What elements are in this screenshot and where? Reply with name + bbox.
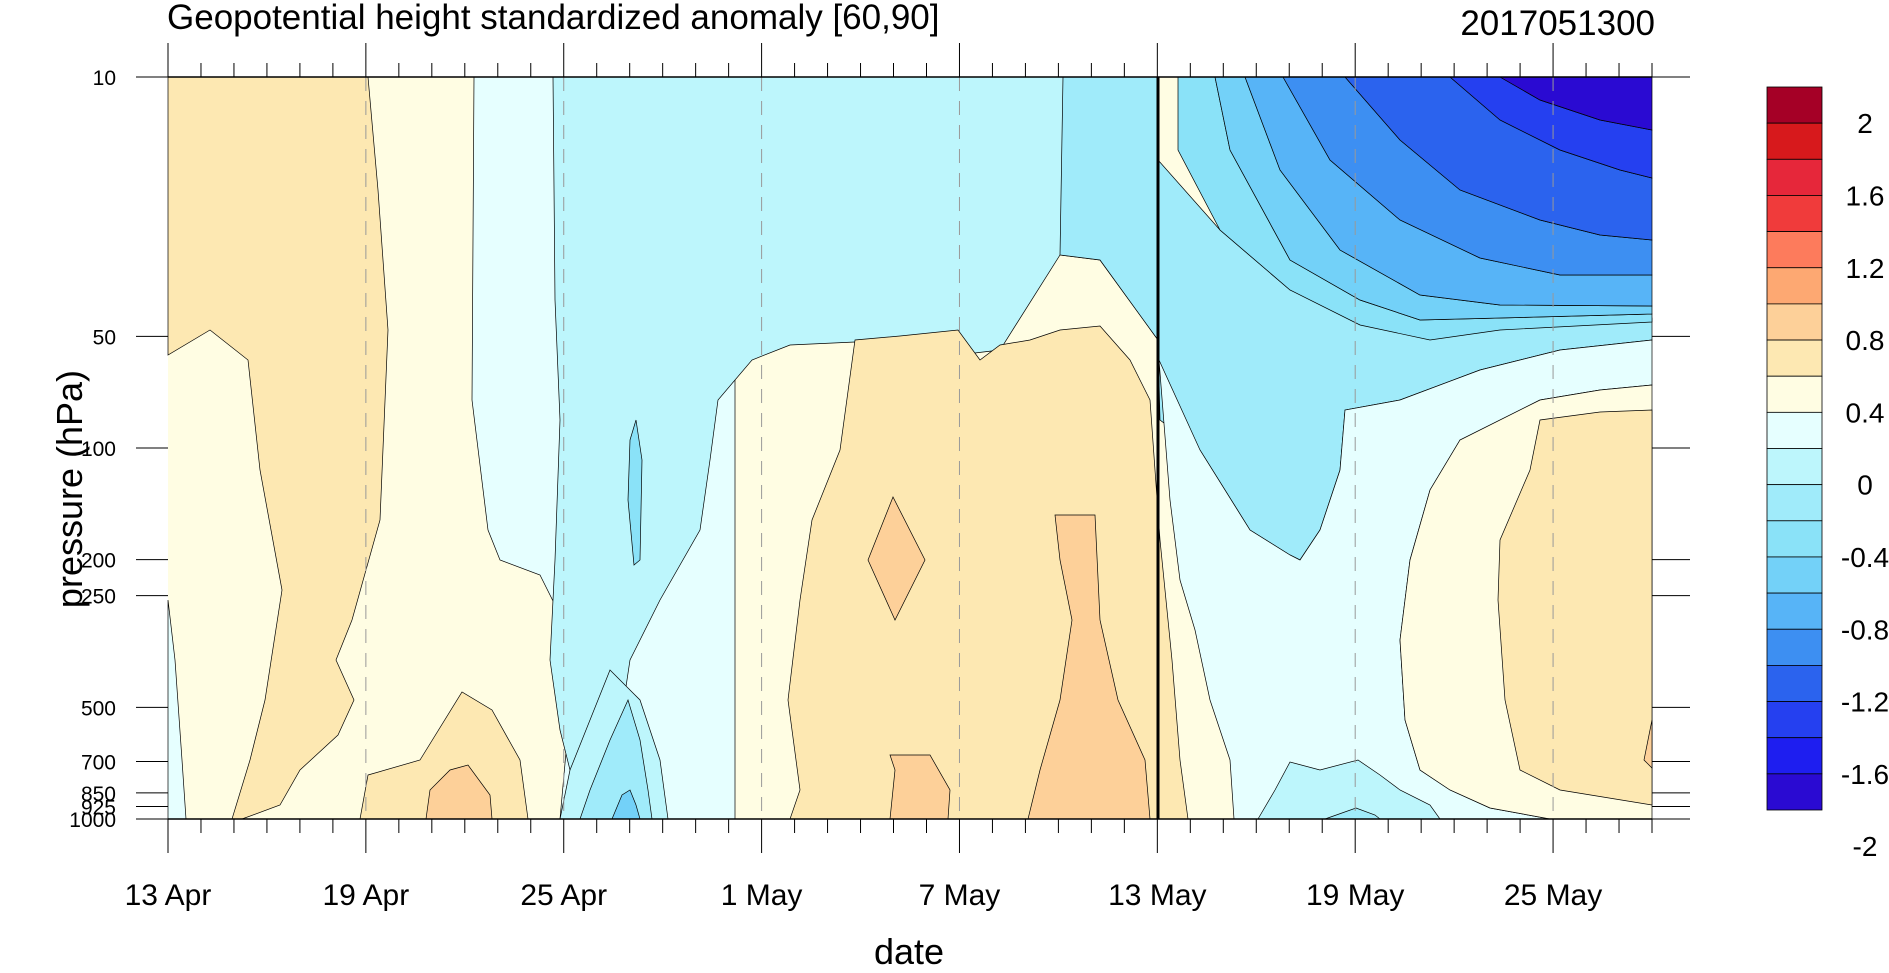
fill-neg-0.8-thin xyxy=(627,419,643,566)
x-tick-label: 19 Apr xyxy=(322,879,409,912)
colorbar-swatch xyxy=(1766,195,1823,232)
chart-subtitle: 2017051300 xyxy=(1460,4,1655,43)
fill-pos-0.4-left xyxy=(167,76,389,820)
colorbar-swatch xyxy=(1766,339,1823,377)
y-tick-label: 250 xyxy=(81,586,116,609)
colorbar-swatch xyxy=(1766,520,1823,558)
colorbar-label: 1.2 xyxy=(1846,253,1885,284)
colorbar-label: 0 xyxy=(1857,470,1873,501)
y-tick-label: 700 xyxy=(81,752,116,775)
colorbar-swatch xyxy=(1766,592,1823,630)
fill-pos-0.8-right-edge xyxy=(1643,719,1653,769)
colorbar-swatch xyxy=(1766,556,1823,594)
fill-pos-0.8-diamond xyxy=(867,496,926,621)
y-tick-label: 50 xyxy=(93,326,116,349)
colorbar-label: 1.6 xyxy=(1846,180,1885,211)
x-axis-label: date xyxy=(874,931,945,972)
colorbar-label: -1.6 xyxy=(1841,759,1889,790)
colorbar-swatch xyxy=(1766,701,1823,739)
colorbar-swatch xyxy=(1766,375,1823,413)
x-ticks: 13 Apr 19 Apr 25 Apr 1 May 7 May 13 May 19 May… xyxy=(125,43,1653,912)
colorbar-swatch xyxy=(1766,231,1823,269)
x-tick-label: 25 Apr xyxy=(520,879,607,912)
colorbar: 2 1.6 1.2 0.8 0.4 0 -0.4 -0.8 -1.2 -1.6 -2 xyxy=(1766,86,1889,862)
colorbar-swatch xyxy=(1766,448,1823,486)
x-tick-label: 1 May xyxy=(721,879,803,912)
colorbar-swatch xyxy=(1766,628,1823,666)
contour-fills xyxy=(167,76,1653,820)
colorbar-swatch xyxy=(1766,411,1823,449)
colorbar-swatch xyxy=(1766,86,1823,124)
colorbar-label: -0.8 xyxy=(1841,614,1889,645)
fill-pos-0.4-right xyxy=(1497,409,1653,806)
x-tick-label: 7 May xyxy=(919,879,1001,912)
y-tick-label: 925 xyxy=(81,796,116,819)
colorbar-swatch xyxy=(1766,122,1823,160)
colorbar-label: 0.4 xyxy=(1846,397,1885,428)
colorbar-swatch xyxy=(1766,737,1823,775)
date-grid xyxy=(365,77,1554,819)
y-tick-label: 100 xyxy=(81,438,116,461)
colorbar-label: 0.8 xyxy=(1846,325,1885,356)
colorbar-label: -2 xyxy=(1853,831,1878,862)
colorbar-swatch xyxy=(1766,158,1823,196)
x-tick-label: 13 May xyxy=(1108,879,1206,912)
colorbar-swatch xyxy=(1766,303,1823,341)
y-tick-label: 500 xyxy=(81,697,116,720)
y-tick-label: 850 xyxy=(81,783,116,806)
colorbar-swatch xyxy=(1766,484,1823,522)
y-tick-label: 1000 xyxy=(69,809,116,832)
colorbar-swatch xyxy=(1766,267,1823,305)
colorbar-swatch xyxy=(1766,665,1823,702)
colorbar-swatch xyxy=(1766,773,1823,811)
y-tick-label: 200 xyxy=(81,550,116,573)
y-tick-label: 10 xyxy=(93,67,116,90)
fill-neg-left-edge xyxy=(167,599,187,820)
x-tick-label: 19 May xyxy=(1306,879,1404,912)
fill-neg-0.4-surface-right xyxy=(1257,759,1441,820)
colorbar-label: -0.4 xyxy=(1841,542,1889,573)
chart-title: Geopotential height standardized anomaly… xyxy=(167,0,940,37)
x-tick-label: 13 Apr xyxy=(125,879,212,912)
colorbar-label: -1.2 xyxy=(1841,687,1889,718)
axes xyxy=(168,76,1652,820)
x-tick-label: 25 May xyxy=(1504,879,1602,912)
colorbar-label: 2 xyxy=(1857,108,1873,139)
fill-neg-0.8-surface xyxy=(579,699,653,820)
